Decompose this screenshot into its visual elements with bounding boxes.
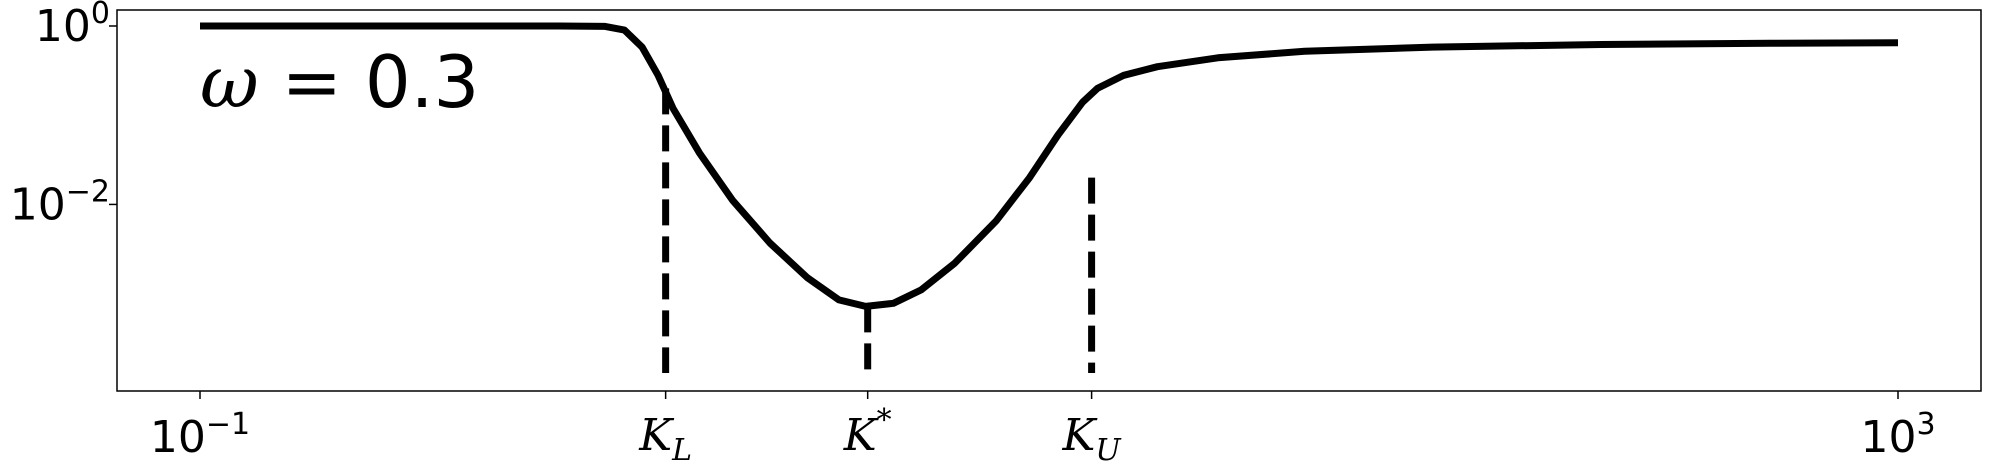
plot-frame [116,9,1982,392]
y-tick-label-0: 100 [35,0,110,52]
series-line-0 [200,22,1899,310]
omega-annotation: ω = 0.3 [200,40,479,124]
named-tick-label-2: KU [1062,410,1123,468]
omega-value: = 0.3 [259,40,480,124]
named-tick-label-1: K* [843,403,892,461]
x-tick-label-0: 10−1 [150,407,250,463]
named-tick-label-0: KL [638,410,692,468]
y-tick-label-1: 10−2 [10,174,110,230]
series-layer [200,22,1899,310]
x-tick-label-1: 103 [1860,407,1935,463]
omega-symbol: ω [200,40,259,124]
tick-layer: 10−1 103 100 10−2 KL K* KU [10,0,1936,468]
vertical-markers [662,88,1096,373]
